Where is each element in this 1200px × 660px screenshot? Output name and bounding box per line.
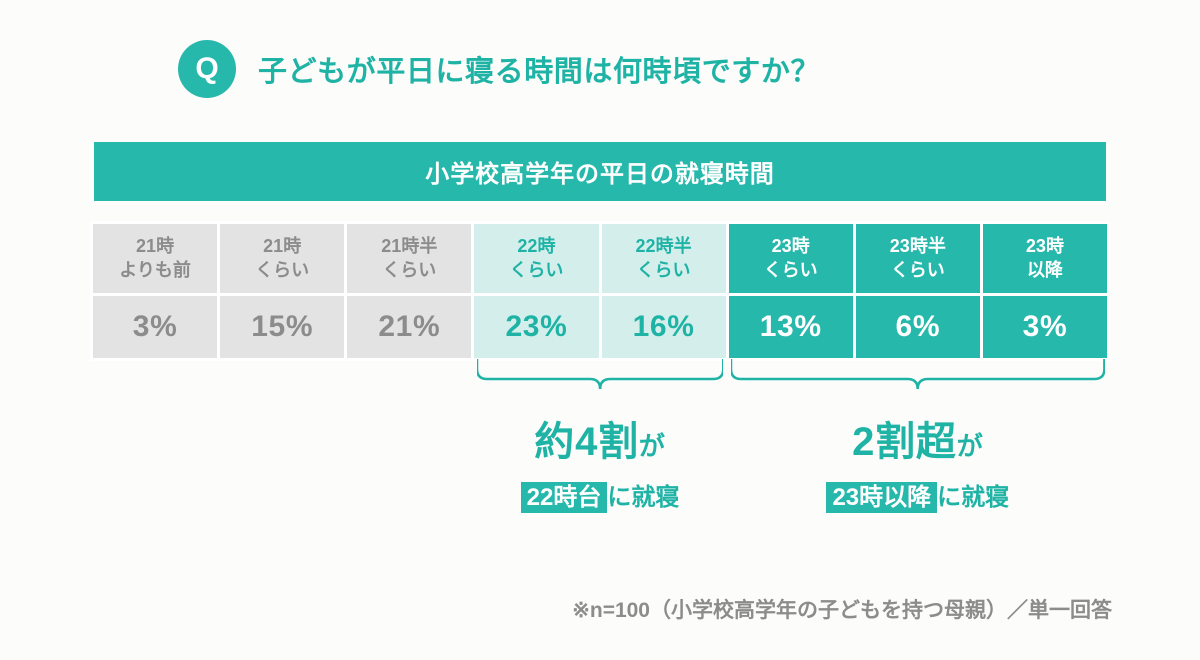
table-col-value: 6% [854,294,981,359]
question-header: Q 子どもが平日に寝る時間は何時頃ですか？ [178,40,1110,98]
callout-right-big: 2割超が [778,409,1058,467]
data-table: 21時よりも前21時くらい21時半くらい22時くらい22時半くらい23時くらい2… [90,221,1110,361]
q-badge: Q [178,40,236,98]
callouts: 約4割が 22時台に就寝 2割超が 23時以降に就寝 [90,409,1110,549]
table-col-value: 21% [346,294,473,359]
col-label-line2: よりも前 [119,260,191,280]
col-label-line1: 23時半 [890,236,946,256]
col-label-line2: 以降 [1027,260,1063,280]
table-value-row: 3%15%21%23%16%13%6%3% [92,294,1109,359]
table-col-value: 15% [219,294,346,359]
callout-left-big: 約4割が [480,409,720,467]
table-col-value: 23% [473,294,600,359]
callout-left-suffix: が [639,431,666,461]
callout-left: 約4割が 22時台に就寝 [480,409,720,512]
table-col-header: 23時以降 [981,223,1108,295]
table-col-header: 22時半くらい [600,223,727,295]
callout-left-tail: に就寝 [607,484,679,511]
brace-row [90,359,1110,403]
table-header-row: 21時よりも前21時くらい21時半くらい22時くらい22時半くらい23時くらい2… [92,223,1109,295]
question-text: 子どもが平日に寝る時間は何時頃ですか？ [258,48,820,90]
table-col-value: 3% [981,294,1108,359]
table-col-header: 21時半くらい [346,223,473,295]
col-label-line2: くらい [891,260,945,280]
footnote: ※n=100（小学校高学年の子どもを持つ母親）／単一回答 [572,594,1112,624]
callout-right-chip: 23時以降 [826,482,937,513]
callout-left-chip: 22時台 [521,482,608,513]
table-col-value: 16% [600,294,727,359]
col-label-line2: くらい [382,260,436,280]
col-label-line2: くらい [255,260,309,280]
col-label-line1: 21時 [136,236,174,256]
col-label-line1: 23時 [1026,236,1064,256]
table-title: 小学校高学年の平日の就寝時間 [90,142,1110,201]
callout-left-line2: 22時台に就寝 [480,477,720,512]
table-col-header: 23時くらい [727,223,854,295]
table-col-header: 21時くらい [219,223,346,295]
col-label-line1: 22時半 [636,236,692,256]
col-label-line1: 23時 [772,236,810,256]
col-label-line1: 21時半 [381,236,437,256]
callout-right-tail: に就寝 [937,484,1009,511]
col-label-line2: くらい [764,260,818,280]
table-col-header: 21時よりも前 [92,223,219,295]
col-label-line2: くらい [509,260,563,280]
callout-right: 2割超が 23時以降に就寝 [778,409,1058,512]
table-col-value: 13% [727,294,854,359]
col-label-line1: 22時 [517,236,555,256]
callout-right-suffix: が [957,431,984,461]
col-label-line1: 21時 [263,236,301,256]
brace-icon [731,359,1104,403]
table-col-value: 3% [92,294,219,359]
brace-icon [477,359,723,403]
callout-left-big-text: 約4割 [534,420,639,464]
col-label-line2: くらい [637,260,691,280]
table-col-header: 22時くらい [473,223,600,295]
q-badge-letter: Q [195,52,218,86]
table-col-header: 23時半くらい [854,223,981,295]
callout-right-big-text: 2割超 [852,420,957,464]
callout-right-line2: 23時以降に就寝 [778,477,1058,512]
data-table-wrap: 21時よりも前21時くらい21時半くらい22時くらい22時半くらい23時くらい2… [90,221,1110,361]
